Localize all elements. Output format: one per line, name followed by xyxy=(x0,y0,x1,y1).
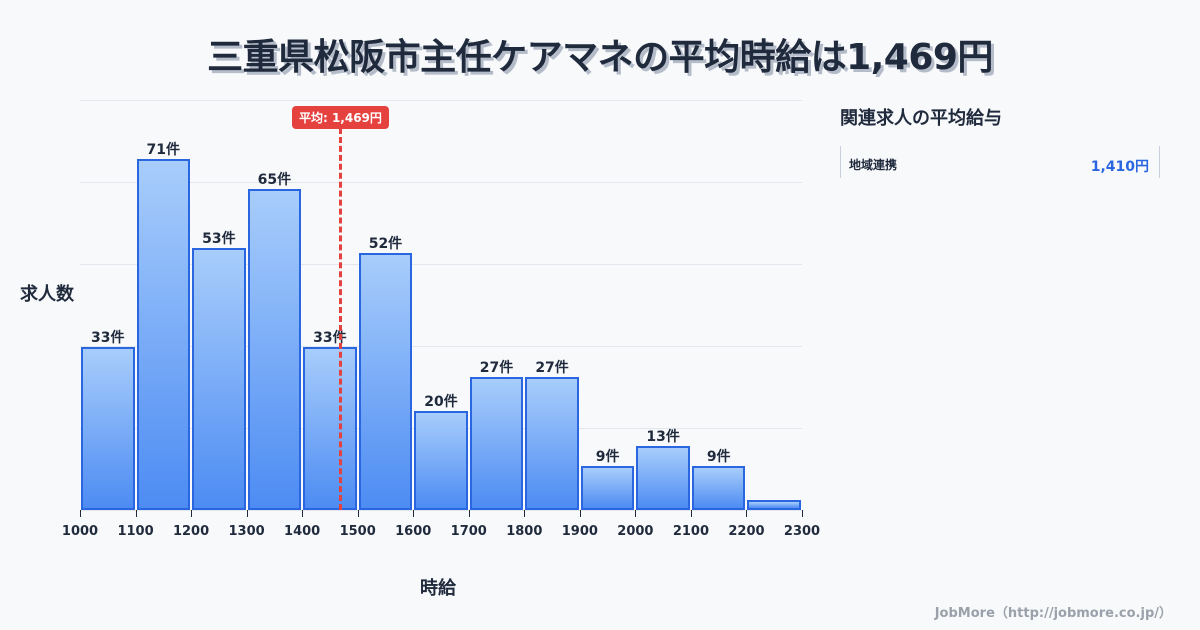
x-tick xyxy=(246,510,248,517)
x-tick-label: 1000 xyxy=(61,524,99,539)
average-badge: 平均: 1,469円 xyxy=(291,106,389,129)
histogram-bar xyxy=(192,248,246,510)
histogram-bar xyxy=(358,253,413,510)
x-tick xyxy=(746,510,748,517)
y-axis-label: 求人数 xyxy=(20,284,74,305)
x-tick-label: 1100 xyxy=(117,524,154,539)
x-tick xyxy=(357,510,359,517)
x-tick xyxy=(80,510,81,517)
x-tick-label: 1600 xyxy=(395,524,432,539)
related-salary-card: 地域連携 1,410円 xyxy=(840,146,1160,178)
bar-value-label: 53件 xyxy=(202,231,236,248)
histogram-bar xyxy=(691,465,746,510)
x-tick xyxy=(802,510,803,517)
bar-value-label: 9件 xyxy=(595,448,620,465)
histogram-bar xyxy=(580,465,635,510)
histogram-bar xyxy=(525,376,579,510)
gridline xyxy=(80,346,802,347)
x-tick-label: 1300 xyxy=(228,524,265,539)
bar-value-label: 71件 xyxy=(146,142,181,159)
x-tick-label: 2300 xyxy=(783,524,821,539)
x-tick-label: 1500 xyxy=(339,524,376,539)
histogram-bar xyxy=(81,347,135,510)
bar-value-label: 27件 xyxy=(535,359,569,376)
x-tick-label: 2100 xyxy=(672,524,710,539)
bar-value-label: 20件 xyxy=(424,394,458,411)
x-tick-label: 1700 xyxy=(450,524,487,539)
histogram-bar xyxy=(469,376,524,510)
x-tick xyxy=(135,510,137,517)
bar-value-label: 27件 xyxy=(479,359,514,376)
footer-credit: JobMore（http://jobmore.co.jp/） xyxy=(934,606,1172,621)
histogram-bar xyxy=(414,411,468,510)
related-salary-title: 関連求人の平均給与 xyxy=(840,108,1002,129)
x-tick xyxy=(302,510,304,517)
x-axis-label: 時給 xyxy=(420,578,456,599)
bar-value-label: 33件 xyxy=(313,329,347,346)
gridline xyxy=(80,510,802,511)
x-axis: 1000 1100 1200 1300 1400 1500 1600 1700 1800 1900… xyxy=(62,510,820,540)
x-tick xyxy=(524,510,526,517)
gridline xyxy=(80,100,802,101)
histogram-bar xyxy=(136,159,191,510)
x-tick xyxy=(690,510,692,517)
x-tick xyxy=(191,510,193,517)
histogram-bar xyxy=(636,445,690,510)
bar-value-label: 33件 xyxy=(91,329,125,346)
x-tick-label: 2000 xyxy=(617,524,654,539)
x-tick-label: 1400 xyxy=(284,524,321,539)
bar-value-label: 65件 xyxy=(257,171,292,188)
chart-title: 三重県松阪市主任ケアマネの平均時給は1,469円 xyxy=(207,37,993,78)
related-job-salary: 1,410円 xyxy=(1090,159,1149,175)
x-tick-label: 1200 xyxy=(172,524,210,539)
bar-value-label: 9件 xyxy=(706,448,731,465)
histogram-plot: 33件 71件 53件 65件 33件 52件 20件 27件 27件 9件 13件 9件 平均: 1,… xyxy=(80,100,802,511)
x-tick-label: 2200 xyxy=(728,524,765,539)
x-tick xyxy=(635,510,637,517)
x-tick xyxy=(468,510,470,517)
x-tick xyxy=(579,510,581,517)
average-line xyxy=(339,128,343,510)
histogram-bar xyxy=(747,500,801,510)
x-tick-label: 1800 xyxy=(506,524,543,539)
bar-value-label: 13件 xyxy=(646,428,680,445)
histogram-bar xyxy=(247,188,302,510)
bar-value-label: 52件 xyxy=(368,236,403,253)
x-tick-label: 1900 xyxy=(561,524,598,539)
x-tick xyxy=(413,510,415,517)
related-job-name: 地域連携 xyxy=(849,158,898,172)
gridline xyxy=(80,182,802,183)
histogram-bar xyxy=(303,347,357,510)
gridline xyxy=(80,264,802,265)
